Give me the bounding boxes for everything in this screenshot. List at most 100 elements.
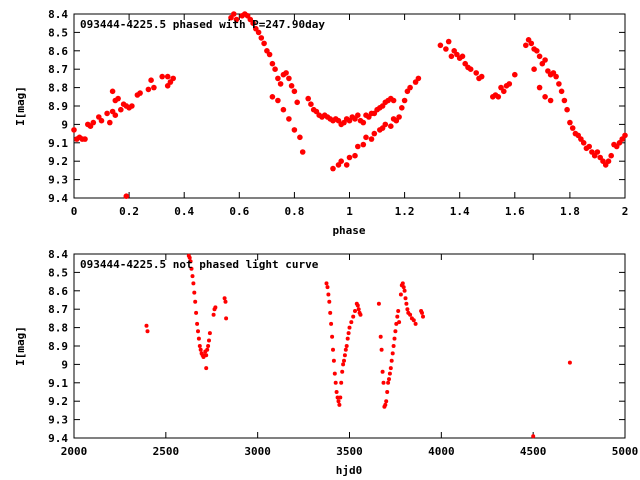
y-tick-labels: 8.4 8.5 8.6 8.7 8.8 8.9 9 9.1 9.2 9.3 9.4: [48, 8, 68, 205]
data-point: [129, 103, 135, 109]
unphased-light-curve-chart: 8.4 8.5 8.6 8.7 8.8 8.9 9 9.1 9.2 9.3 9.4 2000 2500…: [14, 248, 638, 477]
data-point: [397, 320, 402, 325]
y-tick-label: 8.6: [48, 45, 68, 58]
data-point: [308, 101, 314, 107]
data-point: [164, 73, 171, 80]
data-point: [343, 162, 350, 168]
data-point: [118, 106, 124, 113]
data-point: [170, 75, 176, 82]
x-tick-label: 4000: [428, 445, 455, 458]
data-point: [580, 140, 587, 146]
data-point: [360, 141, 367, 148]
data-point: [283, 70, 289, 76]
phased-light-curve-chart: 8.48.58.68.78.88.999.19.29.39.4 0 0.2 0.4 0…: [14, 8, 628, 237]
data-point: [415, 75, 422, 82]
data-point: [380, 369, 385, 374]
data-point: [390, 351, 395, 356]
data-point: [305, 95, 312, 102]
x-tick-label: 3500: [336, 445, 363, 458]
x-tick-labels: 0 0.2 0.4 0.6 0.8 1 1.2 1.4 1.6 1.8 2: [71, 205, 629, 218]
data-point: [222, 296, 227, 301]
plot-frame: [73, 13, 626, 199]
data-point: [355, 112, 361, 118]
data-point: [405, 307, 410, 312]
data-point: [107, 119, 113, 126]
data-point: [411, 318, 416, 323]
data-point: [383, 402, 388, 407]
x-tick-label: 2: [622, 205, 629, 218]
data-point: [334, 390, 339, 394]
data-point: [355, 143, 361, 150]
data-point: [137, 90, 143, 96]
data-point: [151, 84, 157, 91]
data-point: [401, 97, 408, 104]
data-point: [467, 66, 474, 72]
data-point: [339, 380, 344, 385]
data-point: [396, 114, 402, 120]
data-point: [104, 110, 110, 117]
data-point: [523, 42, 529, 49]
x-tick-labels: 2000 2500 3000 3500 4000 4500 5000: [61, 445, 639, 458]
data-point: [207, 331, 212, 336]
data-point: [340, 369, 345, 374]
data-point: [299, 149, 306, 155]
data-point: [407, 84, 413, 91]
y-tick-label: 9.1: [48, 137, 68, 150]
x-tick-label: 5000: [612, 445, 639, 458]
data-point: [346, 331, 351, 336]
data-point: [145, 329, 150, 334]
data-point: [336, 399, 341, 404]
data-point: [115, 95, 121, 102]
data-point: [329, 321, 334, 326]
data-point: [327, 299, 332, 304]
y-tick-label: 8.4: [48, 8, 68, 21]
data-point: [512, 71, 518, 78]
data-point: [346, 154, 353, 161]
data-points: [71, 11, 628, 199]
data-point: [605, 158, 612, 164]
data-point: [332, 371, 337, 376]
data-point: [344, 344, 349, 348]
data-point: [398, 292, 403, 297]
data-point: [211, 312, 216, 317]
data-point: [531, 66, 537, 72]
data-point: [213, 305, 218, 310]
y-tick-label: 9.2: [48, 395, 68, 408]
data-point: [269, 94, 276, 100]
data-point: [286, 116, 292, 122]
x-tick-label: 4500: [520, 445, 547, 458]
data-point: [277, 81, 284, 87]
data-point: [266, 51, 273, 58]
data-point: [506, 81, 513, 87]
data-point: [349, 320, 354, 325]
data-point: [564, 106, 570, 113]
data-point: [531, 434, 536, 439]
data-point: [347, 325, 352, 330]
data-point: [338, 158, 345, 164]
data-point: [352, 152, 358, 159]
data-point: [501, 88, 507, 95]
y-tick-label: 9.1: [48, 377, 68, 390]
data-point: [342, 353, 347, 358]
data-point: [371, 130, 378, 137]
data-point: [342, 358, 346, 363]
y-tick-label: 9.2: [48, 155, 68, 168]
data-point: [291, 127, 298, 133]
x-tick-label: 0: [71, 205, 78, 218]
data-point: [556, 81, 562, 87]
data-point: [401, 285, 406, 290]
data-point: [400, 281, 405, 286]
y-tick-label: 8.9: [48, 340, 68, 353]
data-point: [389, 358, 394, 363]
y-tick-label: 8.7: [48, 303, 68, 316]
data-point: [198, 347, 203, 352]
y-tick-label: 8.8: [48, 82, 68, 95]
data-point: [358, 312, 363, 317]
chart-title: 093444-4225.5 not phased light curve: [80, 258, 319, 271]
data-point: [189, 266, 194, 271]
data-point: [547, 97, 554, 104]
data-point: [385, 390, 390, 394]
x-tick-label: 1.2: [395, 205, 415, 218]
data-point: [280, 106, 287, 113]
